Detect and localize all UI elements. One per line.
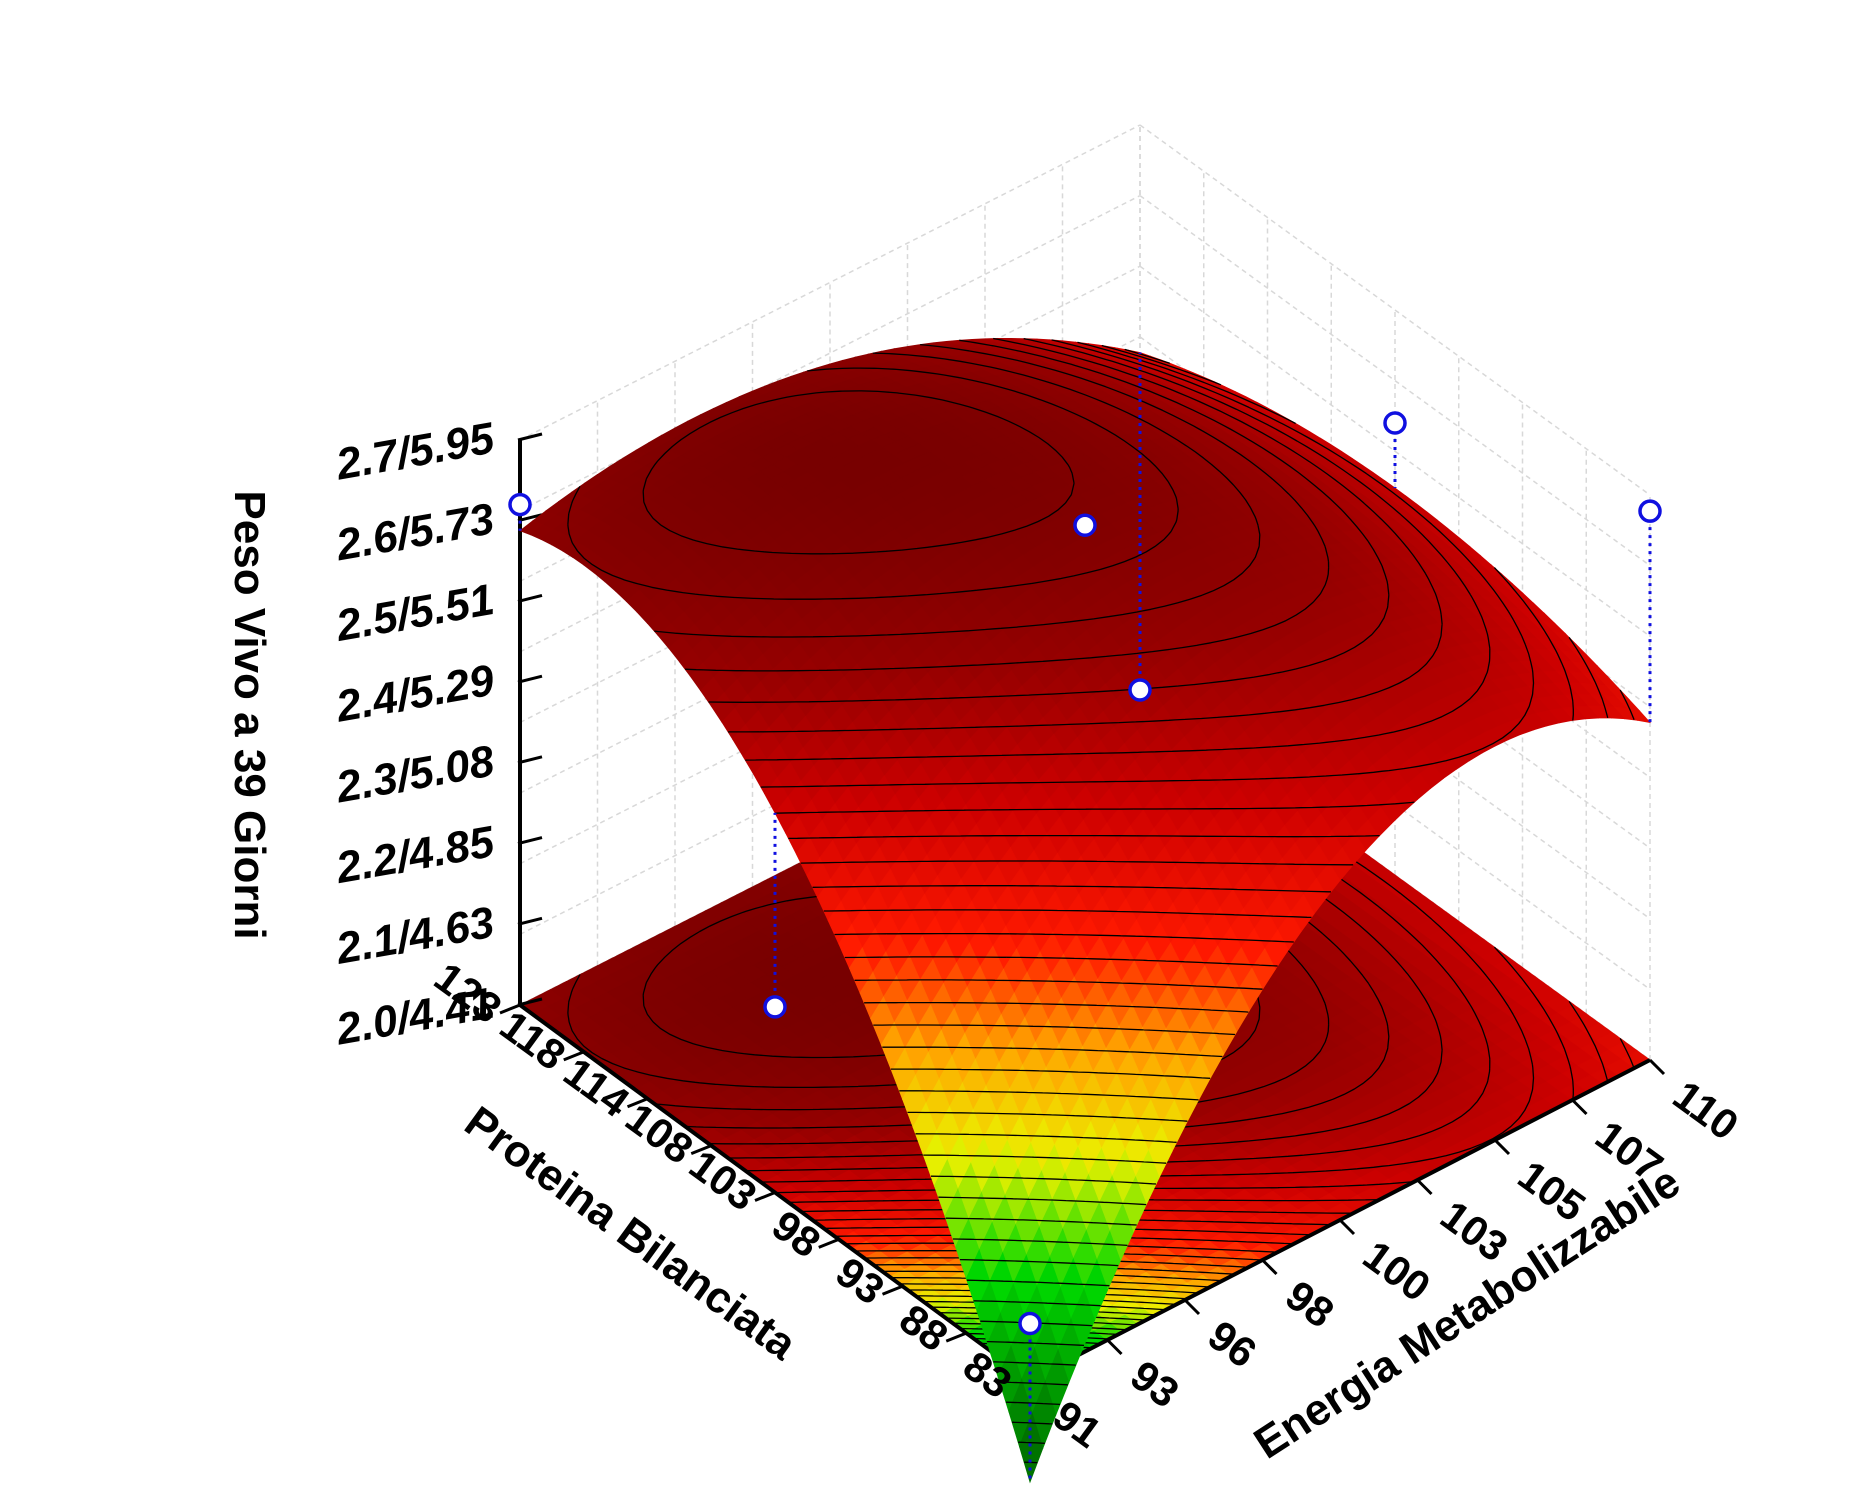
x-tick [626,1097,649,1109]
z-tick-label: 2.1/4.63 [332,898,498,974]
gridline [1139,124,1651,496]
z-tick [517,836,543,846]
y-tick [1493,1138,1511,1156]
y-tick [1648,1058,1666,1076]
x-tick [881,1284,904,1296]
y-tick-label: 110 [1665,1071,1747,1149]
y-tick [1571,1098,1588,1116]
z-tick [517,513,543,523]
y-tick [1106,1338,1123,1356]
data-point [508,492,532,517]
z-tick-label: 2.5/5.51 [332,575,498,651]
z-tick [517,916,543,926]
z-axis-title: Peso Vivo a 39 Giorni [225,490,274,939]
gridline [519,124,1141,441]
data-point [1018,1311,1042,1336]
z-tick [517,674,543,684]
x-tick [754,1191,776,1202]
gridline [519,194,1141,512]
y-tick [1183,1298,1201,1316]
response-surface [519,337,1652,1484]
x-tick [563,1050,585,1062]
y-tick-label: 100 [1355,1231,1439,1310]
x-tick [818,1237,840,1249]
gridline [1139,265,1651,637]
data-point [1073,513,1097,537]
y-tick-label: 96 [1200,1311,1265,1376]
data-point [1383,411,1407,435]
z-tick [517,997,543,1007]
y-tick [1261,1258,1278,1276]
z-tick-label: 2.6/5.73 [332,494,498,570]
x-tick [690,1144,712,1156]
x-tick [499,1003,521,1015]
y-tick-label: 93 [1122,1351,1187,1416]
z-tick-label: 2.2/4.85 [332,817,499,893]
data-point [1128,678,1152,702]
data-point [763,995,787,1019]
z-tick [517,432,543,442]
y-tick [1338,1218,1356,1236]
z-tick [517,755,543,765]
z-tick-label: 2.3/5.08 [332,736,499,812]
z-tick [517,593,543,603]
data-point [1638,499,1662,523]
y-tick-label: 98 [1277,1271,1342,1336]
x-tick [945,1331,967,1343]
gridline [1139,195,1651,567]
gridline [519,265,1141,582]
z-tick-label: 2.4/5.29 [332,656,499,732]
y-tick [1416,1178,1433,1196]
z-tick-label: 2.7/5.95 [332,414,499,490]
axes [499,432,1666,1396]
